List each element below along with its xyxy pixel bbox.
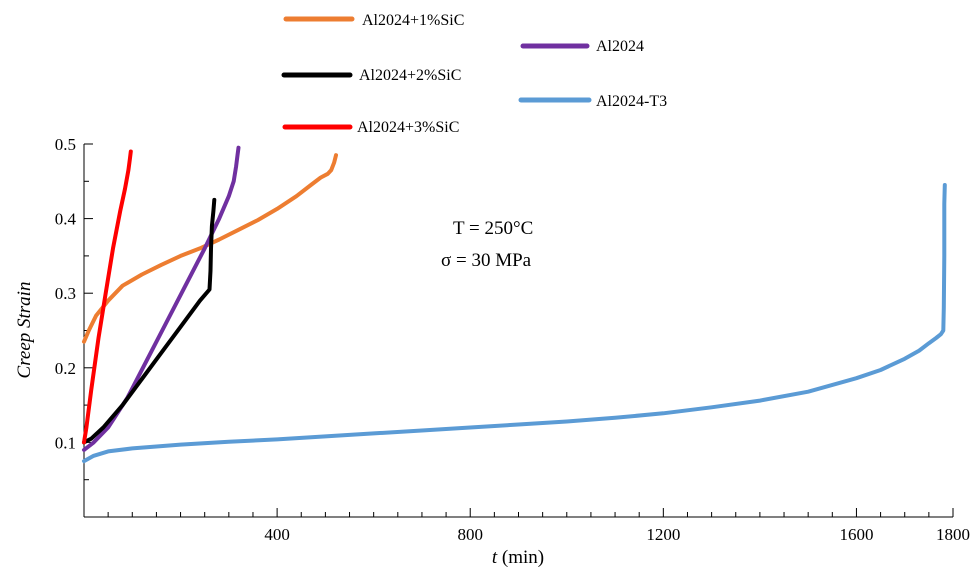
legend-entry: Al2024+1%SiC [283,12,464,29]
legend-entry: Al2024-T3 [518,93,667,110]
series-line-4 [82,149,133,445]
legend-entry: Al2024+3%SiC [282,119,459,136]
x-tick-label: 1200 [646,525,680,544]
legend-label: Al2024 [596,38,644,55]
x-axis-label-unit: (min) [497,547,544,567]
annotation-temperature: T = 250°C [453,218,533,239]
x-tick-label: 400 [264,525,290,544]
legend-entry: Al2024+2%SiC [281,67,461,84]
x-axis-label-variable: t [492,547,498,567]
x-tick-label: 1600 [839,525,873,544]
legend-label: Al2024+1%SiC [362,12,464,29]
y-tick-label: 0.2 [55,359,76,378]
y-tick-label: 0.3 [55,284,76,303]
x-axis-label: t (min) [492,547,544,567]
legend-label: Al2024+2%SiC [359,67,461,84]
ticks: 400 800 1200 1600 1800 0.1 0.2 0.3 0.4 0.5 [55,135,970,544]
x-tick-label: 1800 [936,525,970,544]
y-tick-label: 0.5 [55,135,76,154]
y-tick-label: 0.1 [55,433,76,452]
series-line-2 [82,145,241,452]
y-tick-label: 0.4 [55,210,77,229]
legend-label: Al2024+3%SiC [357,119,459,136]
series-line-3 [82,197,217,445]
legend: Al2024+1%SiC Al2024 Al2024+2%SiC Al2024+3%S… [281,12,667,136]
legend-entry: Al2024 [520,38,644,55]
x-tick-label: 800 [457,525,483,544]
y-axis-label: Creep Strain [14,282,35,379]
legend-label: Al2024-T3 [596,93,667,110]
series-lines [82,145,947,464]
series-line-5 [82,183,947,464]
annotation-stress: σ = 30 MPa [441,250,532,271]
series-line-1 [82,153,338,344]
